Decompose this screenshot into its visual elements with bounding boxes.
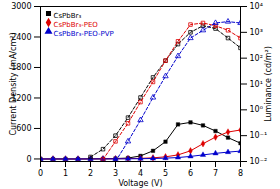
svg-text:7: 7 <box>213 169 218 178</box>
svg-text:2: 2 <box>88 169 93 178</box>
svg-text:CsPbBr₃-PEO-PVP: CsPbBr₃-PEO-PVP <box>54 30 114 38</box>
svg-text:10⁻¹: 10⁻¹ <box>250 131 268 140</box>
svg-text:Luminance (cd/m²): Luminance (cd/m²) <box>264 46 273 122</box>
svg-text:CsPbBr₃-PEO: CsPbBr₃-PEO <box>54 21 99 29</box>
svg-text:5: 5 <box>163 169 168 178</box>
svg-text:3000: 3000 <box>11 2 31 11</box>
svg-text:10²: 10² <box>250 54 263 63</box>
svg-text:2400: 2400 <box>11 32 32 42</box>
svg-text:CsPbBr₃: CsPbBr₃ <box>54 12 82 20</box>
svg-text:4: 4 <box>138 169 143 178</box>
svg-text:10¹: 10¹ <box>250 80 263 89</box>
svg-text:Voltage (V): Voltage (V) <box>118 179 162 188</box>
svg-text:10⁰: 10⁰ <box>250 105 263 114</box>
svg-text:0: 0 <box>26 155 31 164</box>
svg-text:3: 3 <box>113 169 118 178</box>
svg-text:1: 1 <box>63 169 68 178</box>
svg-text:0: 0 <box>38 169 43 178</box>
svg-text:8: 8 <box>238 169 243 178</box>
svg-text:1800: 1800 <box>11 63 32 72</box>
svg-text:Current Density (mA/cm²): Current Density (mA/cm²) <box>9 32 18 135</box>
svg-text:1200: 1200 <box>11 93 32 103</box>
svg-text:10³: 10³ <box>250 28 263 37</box>
svg-text:600: 600 <box>16 124 31 133</box>
svg-text:6: 6 <box>188 169 193 178</box>
svg-text:10⁻²: 10⁻² <box>250 157 268 166</box>
svg-text:10⁴: 10⁴ <box>250 2 263 11</box>
